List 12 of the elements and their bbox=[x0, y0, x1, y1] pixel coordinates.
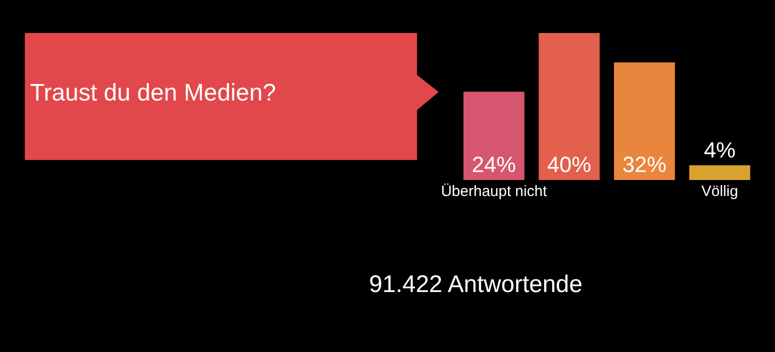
bar bbox=[538, 33, 600, 180]
data-label: 24% bbox=[472, 152, 516, 177]
text: Traust du den Medien? bbox=[30, 79, 276, 106]
x-tick-label: Überhaupt nicht bbox=[440, 183, 548, 200]
bar bbox=[689, 165, 750, 180]
data-label: 40% bbox=[547, 152, 592, 177]
data-label: 32% bbox=[622, 152, 666, 177]
data-label: 4% bbox=[704, 137, 736, 162]
bar bbox=[614, 62, 675, 180]
x-tick-label: Völlig bbox=[701, 183, 738, 200]
text: 91.422 Antwortende bbox=[369, 271, 583, 298]
bar bbox=[463, 92, 524, 180]
